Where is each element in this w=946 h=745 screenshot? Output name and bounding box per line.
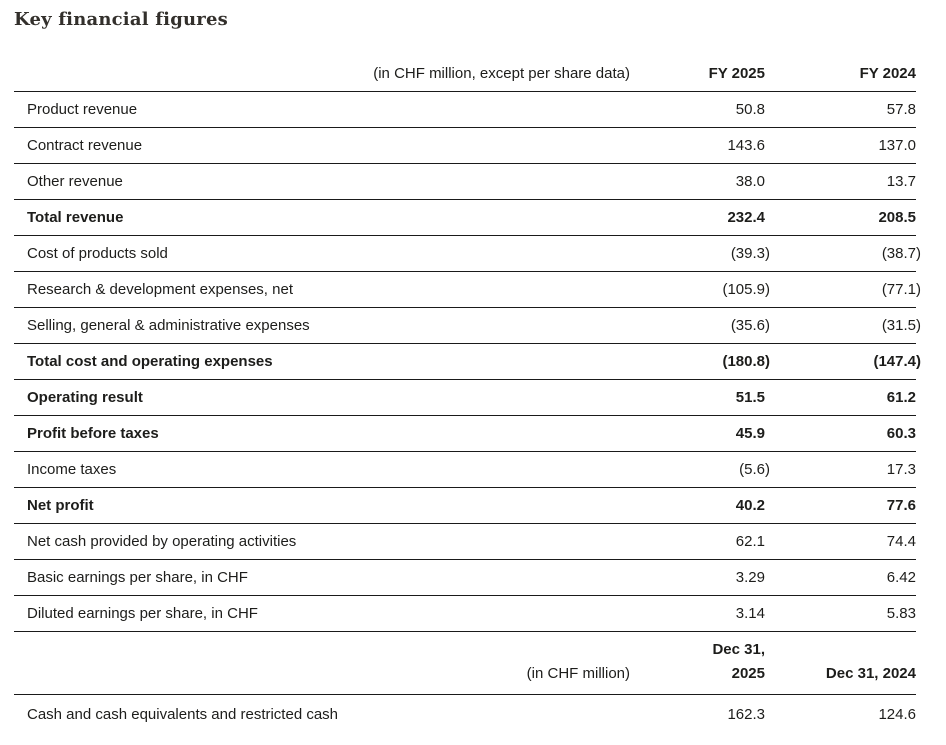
row-value-col1: 232.4: [727, 209, 765, 226]
row-value-col1: (105.9): [722, 281, 770, 298]
row-value-col2: 208.5: [878, 209, 916, 226]
key-financial-figures-table: (in CHF million, except per share data) …: [14, 32, 921, 734]
column-header-fy-2024: FY 2024: [859, 65, 916, 82]
table-row: Profit before taxes 45.9 60.3: [14, 415, 916, 451]
row-value-col2: (77.1): [881, 281, 921, 298]
row-value-col2: 6.42: [886, 569, 916, 586]
row-value-col2: 17.3: [886, 461, 916, 478]
row-label: Income taxes: [27, 461, 117, 478]
column-header-dec-31-2025: Dec 31, 2025: [712, 641, 765, 682]
table-row: Net cash provided by operating activitie…: [14, 523, 916, 559]
table-row: Research & development expenses, net (105…: [14, 271, 921, 307]
table-row: Other revenue 38.0 13.7: [14, 163, 916, 199]
row-value-col2: (31.5): [881, 317, 921, 334]
row-value-col2: 57.8: [886, 101, 916, 118]
table-row: Cost of products sold (39.3) (38.7): [14, 235, 921, 271]
row-label: Selling, general & administrative expens…: [27, 317, 310, 334]
row-value-col1: 40.2: [735, 497, 765, 514]
row-value-col1: 62.1: [735, 533, 765, 550]
page-title: Key financial figures: [14, 9, 228, 30]
row-value-col2: 13.7: [886, 173, 916, 190]
row-value-col1: 50.8: [735, 101, 765, 118]
row-value-col1: 51.5: [735, 389, 765, 406]
table-row: Contract revenue 143.6 137.0: [14, 127, 916, 163]
row-value-col2: 74.4: [886, 533, 916, 550]
row-label: Diluted earnings per share, in CHF: [27, 605, 258, 622]
column-header-dec-31-2024: Dec 31, 2024: [825, 665, 916, 682]
row-value-col2: (147.4): [873, 353, 921, 370]
row-label: Contract revenue: [27, 137, 143, 154]
table-row: Income taxes (5.6) 17.3: [14, 451, 916, 487]
row-label: Total cost and operating expenses: [27, 353, 273, 370]
table-row: Diluted earnings per share, in CHF 3.14 5.…: [14, 595, 916, 631]
row-value-col1: (180.8): [722, 353, 770, 370]
row-value-col1: 162.3: [727, 706, 765, 723]
table-row: Total cost and operating expenses (180.8)…: [14, 343, 921, 379]
row-value-col2: 137.0: [878, 137, 916, 154]
row-value-col1: (5.6): [739, 461, 770, 478]
row-value-col1: 143.6: [727, 137, 765, 154]
row-value-col2: 124.6: [878, 706, 916, 723]
row-value-col1: (35.6): [730, 317, 770, 334]
row-label: Basic earnings per share, in CHF: [27, 569, 248, 586]
table-row: Operating result 51.5 61.2: [14, 379, 916, 415]
row-label: Profit before taxes: [27, 425, 159, 442]
row-value-col1: 45.9: [735, 425, 765, 442]
row-label: Operating result: [27, 389, 143, 406]
row-label: Cash and cash equivalents and restricted…: [27, 706, 339, 723]
row-value-col2: 77.6: [886, 497, 916, 514]
balance-header-unit-note: (in CHF million): [526, 665, 630, 682]
column-header-fy-2025: FY 2025: [708, 65, 765, 82]
row-label: Cost of products sold: [27, 245, 168, 262]
header-unit-note: (in CHF million, except per share data): [373, 65, 630, 82]
row-label: Research & development expenses, net: [27, 281, 293, 298]
row-label: Other revenue: [27, 173, 123, 190]
balance-sheet-rows: Cash and cash equivalents and restricted…: [14, 694, 916, 734]
row-value-col1: 3.14: [735, 605, 765, 622]
row-label: Product revenue: [27, 101, 138, 118]
row-value-col2: (38.7): [881, 245, 921, 262]
row-value-col2: 61.2: [886, 389, 916, 406]
table-row: Cash and cash equivalents and restricted…: [14, 694, 916, 734]
row-value-col1: (39.3): [730, 245, 770, 262]
table-row: Net profit 40.2 77.6: [14, 487, 916, 523]
row-label: Total revenue: [27, 209, 124, 226]
row-value-col1: 3.29: [735, 569, 765, 586]
row-value-col2: 60.3: [886, 425, 916, 442]
row-value-col2: 5.83: [886, 605, 916, 622]
table-row: Product revenue 50.8 57.8: [14, 91, 916, 127]
table-row: Selling, general & administrative expens…: [14, 307, 921, 343]
table-row: Total revenue 232.4 208.5: [14, 199, 916, 235]
balance-header-row: (in CHF million) Dec 31, 2025 Dec 31, 20…: [14, 631, 916, 694]
table-header-row: (in CHF million, except per share data) …: [14, 32, 916, 91]
table-row: Basic earnings per share, in CHF 3.29 6.42: [14, 559, 916, 595]
income-statement-rows: Product revenue 50.8 57.8 Contract revenue 1…: [14, 91, 921, 631]
row-value-col1: 38.0: [735, 173, 765, 190]
row-label: Net cash provided by operating activitie…: [27, 533, 297, 550]
row-label: Net profit: [27, 497, 94, 514]
